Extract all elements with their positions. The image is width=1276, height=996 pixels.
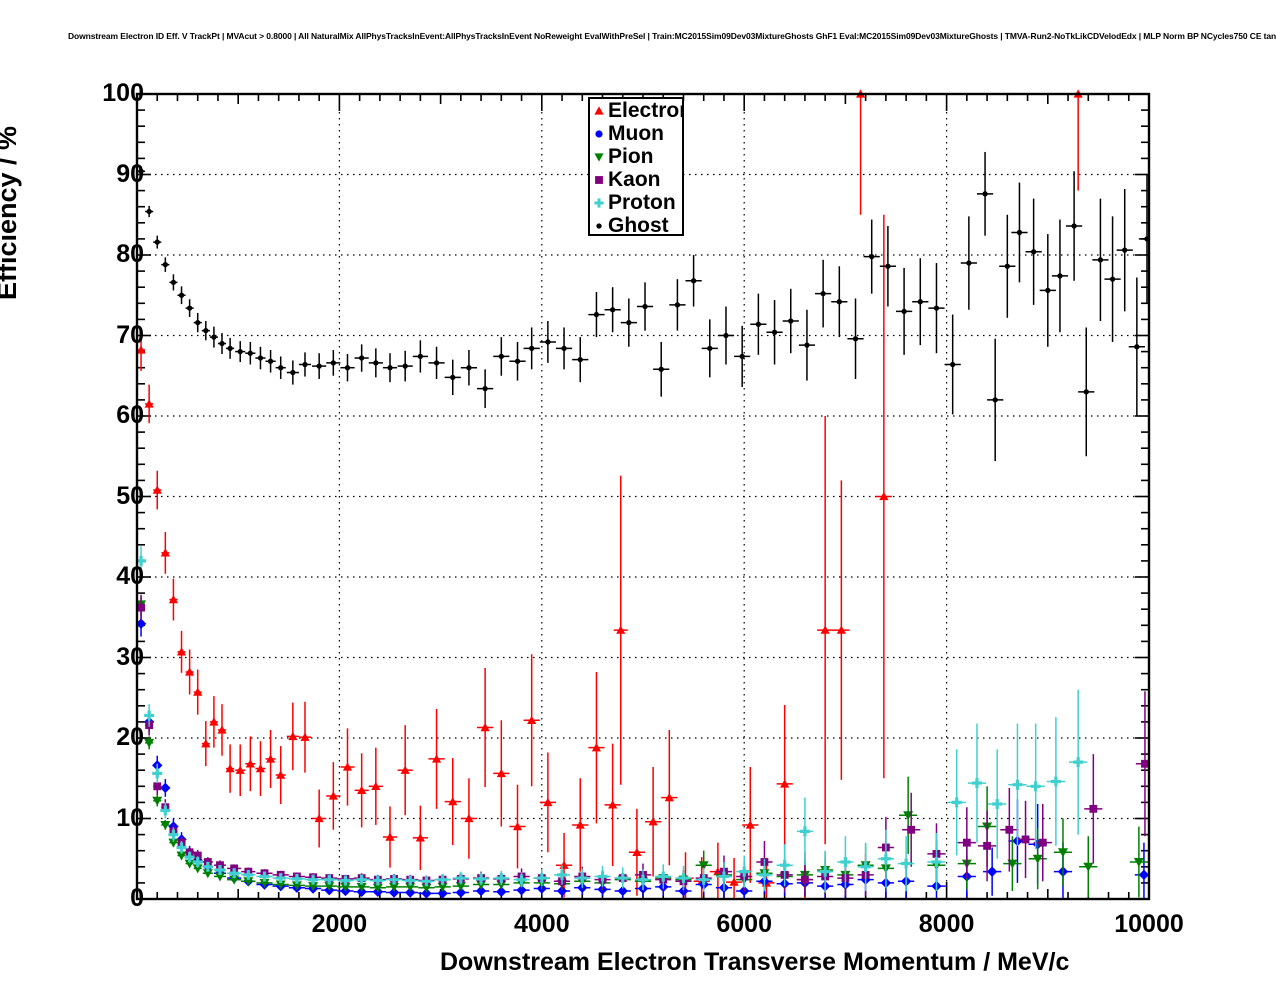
y-tick-label: 50 <box>116 481 144 510</box>
legend-label: Electron <box>608 99 684 122</box>
legend-label: Pion <box>608 145 654 168</box>
y-tick-label: 70 <box>116 320 144 349</box>
legend-label: Proton <box>608 191 676 214</box>
plot-title: Downstream Electron ID Eff. V TrackPt | … <box>68 31 1276 41</box>
y-tick-label: 60 <box>116 401 144 429</box>
ghost-marker-icon <box>591 214 607 234</box>
y-tick-label: 20 <box>116 723 144 751</box>
legend-box: Electron Muon Pion Kaon Proton Ghost <box>588 97 684 236</box>
legend-item-pion[interactable]: Pion <box>590 145 682 168</box>
y-tick-label: 40 <box>116 562 144 590</box>
pion-marker-icon <box>591 145 607 168</box>
y-axis-title: Efficiency / % <box>0 126 22 300</box>
y-tick-label: 0 <box>130 884 144 912</box>
legend-label: Kaon <box>608 168 661 191</box>
x-tick-label: 2000 <box>311 910 368 938</box>
x-tick-label: 10000 <box>1114 910 1184 938</box>
muon-marker-icon <box>591 122 607 145</box>
y-tick-label: 100 <box>102 79 144 107</box>
y-tick-label: 90 <box>116 159 144 188</box>
legend-item-proton[interactable]: Proton <box>590 191 682 214</box>
legend-item-muon[interactable]: Muon <box>590 122 682 145</box>
y-tick-label: 80 <box>116 240 144 268</box>
electron-marker-icon <box>591 99 607 122</box>
x-axis-title: Downstream Electron Transverse Momentum … <box>440 948 1070 976</box>
proton-marker-icon <box>591 191 607 214</box>
y-tick-label: 10 <box>116 803 144 832</box>
x-tick-label: 8000 <box>918 910 975 938</box>
x-tick-label: 6000 <box>716 910 772 938</box>
legend-label: Ghost <box>608 214 669 236</box>
kaon-marker-icon <box>591 168 607 191</box>
legend-item-kaon[interactable]: Kaon <box>590 168 682 191</box>
legend-label: Muon <box>608 122 664 145</box>
y-tick-label: 30 <box>116 642 144 671</box>
legend-item-ghost[interactable]: Ghost <box>590 214 682 236</box>
legend-item-electron[interactable]: Electron <box>590 99 682 122</box>
x-tick-label: 4000 <box>513 910 570 938</box>
